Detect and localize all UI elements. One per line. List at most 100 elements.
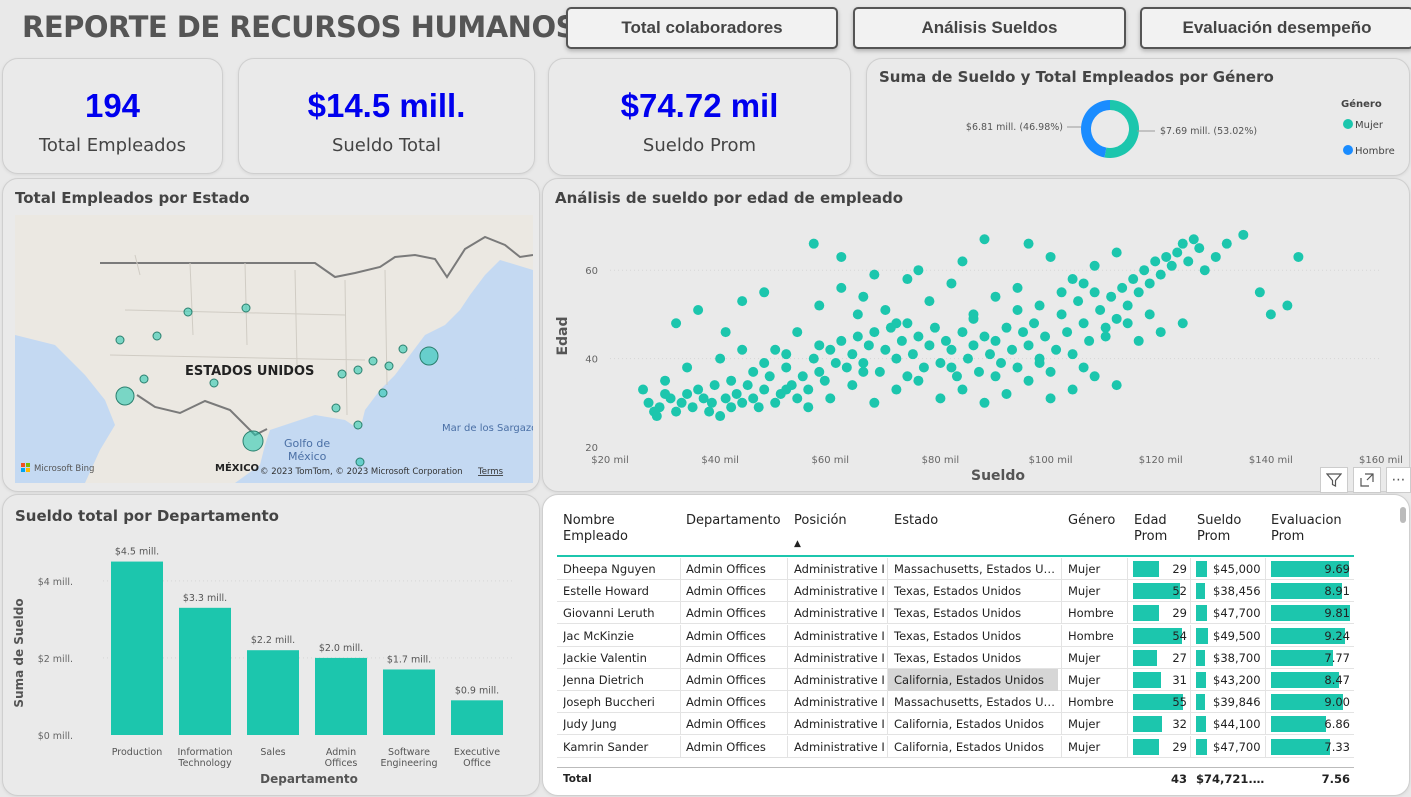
scatter-point[interactable] — [808, 238, 819, 249]
scatter-point[interactable] — [968, 340, 979, 351]
scatter-point[interactable] — [737, 344, 748, 355]
scatter-point[interactable] — [792, 393, 803, 404]
scatter-point[interactable] — [996, 358, 1007, 369]
scatter-point[interactable] — [643, 397, 654, 408]
col-header-departamento[interactable]: Departamento — [686, 513, 781, 528]
scatter-point[interactable] — [874, 366, 885, 377]
scatter-point[interactable] — [990, 291, 1001, 302]
scatter-point[interactable] — [858, 291, 869, 302]
scatter-point[interactable] — [913, 265, 924, 276]
scatter-point[interactable] — [1144, 309, 1155, 320]
focus-mode-icon[interactable] — [1353, 467, 1381, 493]
dept-bar-chart[interactable]: $0 mill. $2 mill. $4 mill. $4.5 mill. Produ… — [3, 495, 541, 797]
scatter-point[interactable] — [638, 384, 649, 395]
scatter-point[interactable] — [1078, 278, 1089, 289]
scatter-point[interactable] — [1177, 318, 1188, 329]
col-header-edad[interactable]: Edad Prom — [1134, 513, 1168, 544]
scatter-point[interactable] — [1040, 331, 1051, 342]
bar-2[interactable] — [247, 650, 299, 735]
scatter-point[interactable] — [957, 256, 968, 267]
scatter-point[interactable] — [1144, 278, 1155, 289]
scatter-point[interactable] — [858, 358, 869, 369]
bar-0[interactable] — [111, 561, 163, 735]
scatter-point[interactable] — [869, 327, 880, 338]
scatter-point[interactable] — [990, 335, 1001, 346]
table-scrollbar[interactable] — [1400, 507, 1406, 523]
scatter-point[interactable] — [715, 353, 726, 364]
scatter-point[interactable] — [825, 393, 836, 404]
scatter-point[interactable] — [1183, 256, 1194, 267]
scatter-point[interactable] — [1073, 296, 1084, 307]
scatter-point[interactable] — [902, 274, 913, 285]
scatter-point[interactable] — [1111, 313, 1122, 324]
sort-ascending-icon[interactable]: ▲ — [794, 539, 801, 549]
scatter-point[interactable] — [1111, 380, 1122, 391]
bar-1[interactable] — [179, 607, 231, 735]
scatter-point[interactable] — [1045, 366, 1056, 377]
nav-button-evaluacion-desempeno[interactable]: Evaluación desempeño — [1140, 7, 1411, 49]
scatter-point[interactable] — [1117, 282, 1128, 293]
scatter-point[interactable] — [1067, 349, 1078, 360]
scatter-point[interactable] — [1100, 331, 1111, 342]
table-row[interactable]: Jackie Valentin Admin Offices Administra… — [557, 646, 1354, 669]
scatter-point[interactable] — [1188, 234, 1199, 245]
scatter-point[interactable] — [1007, 344, 1018, 355]
col-header-sueldo[interactable]: Sueldo Prom — [1197, 513, 1242, 544]
scatter-point[interactable] — [1034, 358, 1045, 369]
scatter-point[interactable] — [742, 380, 753, 391]
col-header-evaluacion[interactable]: Evaluacion Prom — [1271, 513, 1342, 544]
scatter-point[interactable] — [1023, 340, 1034, 351]
table-row[interactable]: Kamrin Sander Admin Offices Administrati… — [557, 735, 1354, 758]
scatter-point[interactable] — [1089, 371, 1100, 382]
scatter-point[interactable] — [1199, 265, 1210, 276]
scatter-point[interactable] — [1012, 304, 1023, 315]
us-map[interactable]: ESTADOS UNIDOS Golfo de México Mar de lo… — [15, 215, 533, 483]
scatter-point[interactable] — [913, 375, 924, 386]
scatter-point[interactable] — [924, 296, 935, 307]
scatter-point[interactable] — [1029, 318, 1040, 329]
scatter-point[interactable] — [1018, 327, 1029, 338]
scatter-point[interactable] — [682, 362, 693, 373]
scatter-point[interactable] — [858, 366, 869, 377]
scatter-plot[interactable]: 20 40 60 $20 mil $40 mil $60 mil $80 mil $100 m… — [543, 179, 1411, 493]
scatter-point[interactable] — [935, 393, 946, 404]
scatter-point[interactable] — [852, 309, 863, 320]
scatter-point[interactable] — [1122, 300, 1133, 311]
scatter-point[interactable] — [1133, 287, 1144, 298]
scatter-point[interactable] — [1056, 287, 1067, 298]
scatter-point[interactable] — [990, 371, 1001, 382]
scatter-point[interactable] — [1056, 309, 1067, 320]
scatter-point[interactable] — [651, 411, 662, 422]
bar-4[interactable] — [383, 669, 435, 735]
scatter-point[interactable] — [1001, 388, 1012, 399]
scatter-point[interactable] — [1067, 384, 1078, 395]
scatter-point[interactable] — [962, 353, 973, 364]
scatter-point[interactable] — [720, 393, 731, 404]
scatter-point[interactable] — [676, 397, 687, 408]
scatter-point[interactable] — [836, 282, 847, 293]
scatter-point[interactable] — [836, 251, 847, 262]
scatter-point[interactable] — [869, 397, 880, 408]
scatter-point[interactable] — [929, 322, 940, 333]
scatter-point[interactable] — [946, 278, 957, 289]
scatter-point[interactable] — [682, 388, 693, 399]
scatter-point[interactable] — [781, 349, 792, 360]
scatter-point[interactable] — [968, 313, 979, 324]
scatter-point[interactable] — [1293, 251, 1304, 262]
scatter-point[interactable] — [852, 331, 863, 342]
scatter-point[interactable] — [709, 380, 720, 391]
scatter-point[interactable] — [731, 388, 742, 399]
scatter-point[interactable] — [830, 358, 841, 369]
scatter-point[interactable] — [1133, 335, 1144, 346]
scatter-point[interactable] — [940, 335, 951, 346]
scatter-point[interactable] — [770, 397, 781, 408]
scatter-point[interactable] — [704, 406, 715, 417]
scatter-point[interactable] — [803, 384, 814, 395]
scatter-point[interactable] — [907, 349, 918, 360]
scatter-point[interactable] — [979, 331, 990, 342]
col-header-estado[interactable]: Estado — [894, 513, 939, 528]
scatter-point[interactable] — [891, 353, 902, 364]
nav-button-analisis-sueldos[interactable]: Análisis Sueldos — [853, 7, 1126, 49]
scatter-point[interactable] — [1161, 251, 1172, 262]
scatter-point[interactable] — [946, 344, 957, 355]
